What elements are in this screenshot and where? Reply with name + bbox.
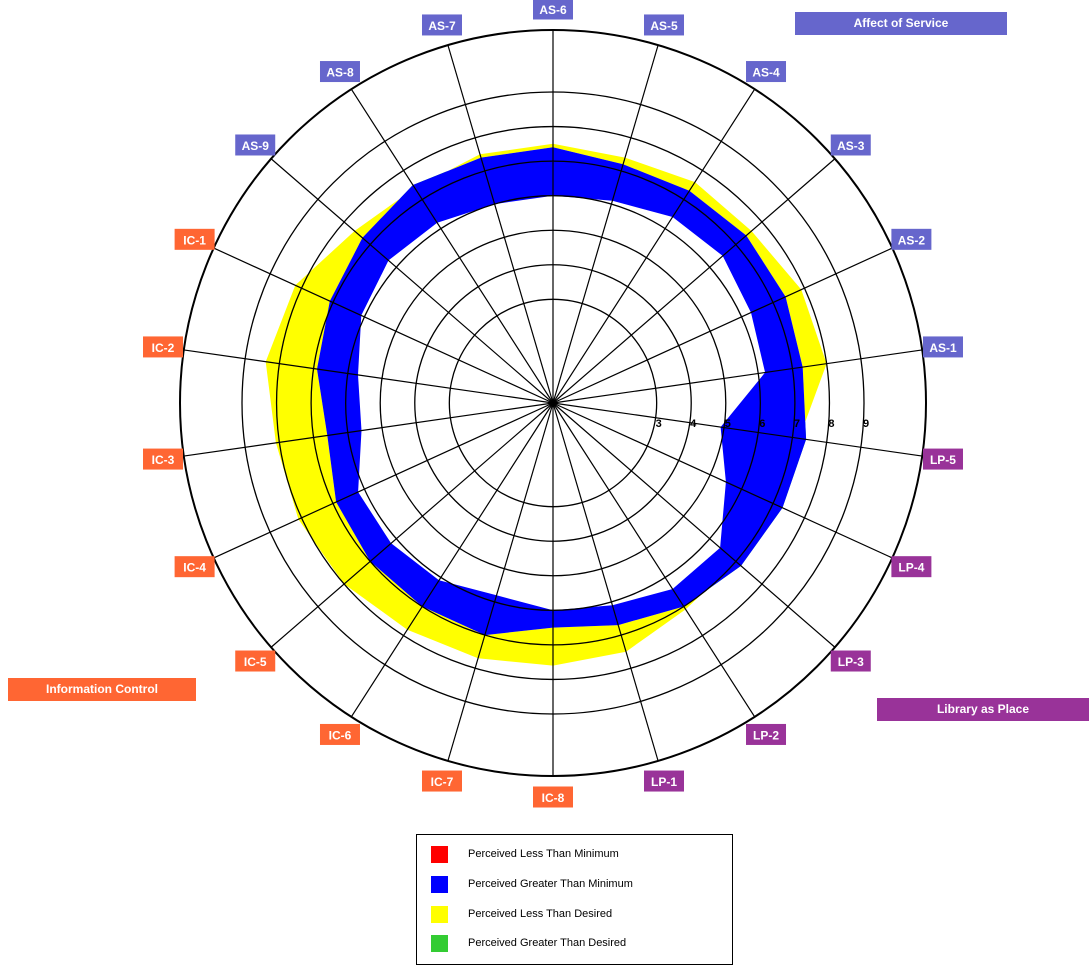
ring-label: 3 xyxy=(656,418,662,430)
legend-swatch-blue xyxy=(431,875,448,893)
axis-label: AS-3 xyxy=(837,139,865,153)
legend-item-less-than-minimum: Perceived Less Than Minimum xyxy=(431,845,619,863)
axis-label: AS-1 xyxy=(929,341,957,355)
spoke xyxy=(552,158,836,404)
legend-swatch-red xyxy=(431,845,448,863)
legend-label: Perceived Greater Than Minimum xyxy=(468,878,633,890)
axis-label-box xyxy=(319,61,360,83)
spoke xyxy=(552,402,893,559)
axis-label-box xyxy=(644,14,685,36)
ring-label: 9 xyxy=(863,418,869,430)
legend-label: Perceived Less Than Desired xyxy=(468,908,613,920)
axis-label-box xyxy=(644,770,685,792)
axis-label-box xyxy=(533,0,573,20)
axis-label: AS-8 xyxy=(326,66,354,80)
ring-label: 5 xyxy=(725,418,731,430)
axis-label: LP-4 xyxy=(898,561,924,575)
axis-label: LP-3 xyxy=(838,655,864,669)
spoke xyxy=(270,158,554,404)
axis-label: AS-5 xyxy=(650,19,678,33)
axis-label: IC-1 xyxy=(183,233,206,247)
axis-label: IC-3 xyxy=(152,453,175,467)
spoke xyxy=(213,247,554,404)
axis-label-box xyxy=(319,723,360,745)
axis-label: IC-5 xyxy=(244,655,267,669)
spoke xyxy=(552,247,893,404)
axis-label-box xyxy=(533,786,573,808)
axis-label: AS-9 xyxy=(242,139,270,153)
axis-label-box xyxy=(421,770,462,792)
legend-item-less-than-desired: Perceived Less Than Desired xyxy=(431,905,612,923)
axis-label: AS-2 xyxy=(898,233,926,247)
axis-label: AS-4 xyxy=(752,66,780,80)
spoke xyxy=(350,88,554,404)
ring-label: 6 xyxy=(759,418,765,430)
axis-label-box xyxy=(174,556,215,578)
axis-label: LP-1 xyxy=(651,775,677,789)
group-label-affect-of-service: Affect of Service xyxy=(795,12,1007,35)
axis-label-box xyxy=(891,556,932,578)
axis-label: LP-5 xyxy=(930,453,956,467)
spoke xyxy=(552,349,923,404)
group-label-library-as-place: Library as Place xyxy=(877,698,1089,721)
axis-label-box xyxy=(830,134,871,156)
axis-label-box xyxy=(746,61,787,83)
legend-item-greater-than-minimum: Perceived Greater Than Minimum xyxy=(431,875,633,893)
legend-item-greater-than-desired: Perceived Greater Than Desired xyxy=(431,934,626,952)
axis-label: LP-2 xyxy=(753,728,779,742)
spoke xyxy=(552,44,659,404)
legend-label: Perceived Less Than Minimum xyxy=(468,848,619,860)
axis-label: AS-6 xyxy=(539,3,567,17)
axis-label-box xyxy=(922,448,963,470)
axis-label-box xyxy=(235,134,276,156)
axis-label-box xyxy=(421,14,462,36)
spoke xyxy=(552,402,836,648)
legend-swatch-green xyxy=(431,934,448,952)
axis-label: IC-7 xyxy=(431,775,454,789)
spoke xyxy=(183,402,554,457)
axis-label: IC-6 xyxy=(329,728,352,742)
spoke xyxy=(552,88,756,404)
spoke xyxy=(552,402,659,762)
ring-label: 7 xyxy=(794,418,800,430)
spoke xyxy=(552,402,923,457)
axis-label: IC-8 xyxy=(542,791,565,805)
axis-label-box xyxy=(235,650,276,672)
axis-label-box xyxy=(830,650,871,672)
axis-label-box xyxy=(174,228,215,250)
ring-label: 4 xyxy=(690,418,697,430)
spoke xyxy=(270,402,554,648)
legend-label: Perceived Greater Than Desired xyxy=(468,937,627,949)
legend-swatch-yellow xyxy=(431,905,448,923)
axis-label: IC-2 xyxy=(152,341,175,355)
axis-label-box xyxy=(143,448,184,470)
axis-label-box xyxy=(746,723,787,745)
legend: Perceived Less Than Minimum Perceived Gr… xyxy=(416,834,733,965)
spoke xyxy=(447,402,554,762)
spoke xyxy=(350,402,554,718)
ring-label: 8 xyxy=(828,418,834,430)
group-label-information-control: Information Control xyxy=(8,678,196,701)
spoke xyxy=(213,402,554,559)
spoke xyxy=(183,349,554,404)
axis-label: IC-4 xyxy=(183,561,206,575)
axis-label-box xyxy=(922,336,963,358)
axis-label-box xyxy=(143,336,184,358)
spoke xyxy=(447,44,554,404)
axis-label: AS-7 xyxy=(428,19,456,33)
spoke xyxy=(552,402,756,718)
axis-label-box xyxy=(891,228,932,250)
